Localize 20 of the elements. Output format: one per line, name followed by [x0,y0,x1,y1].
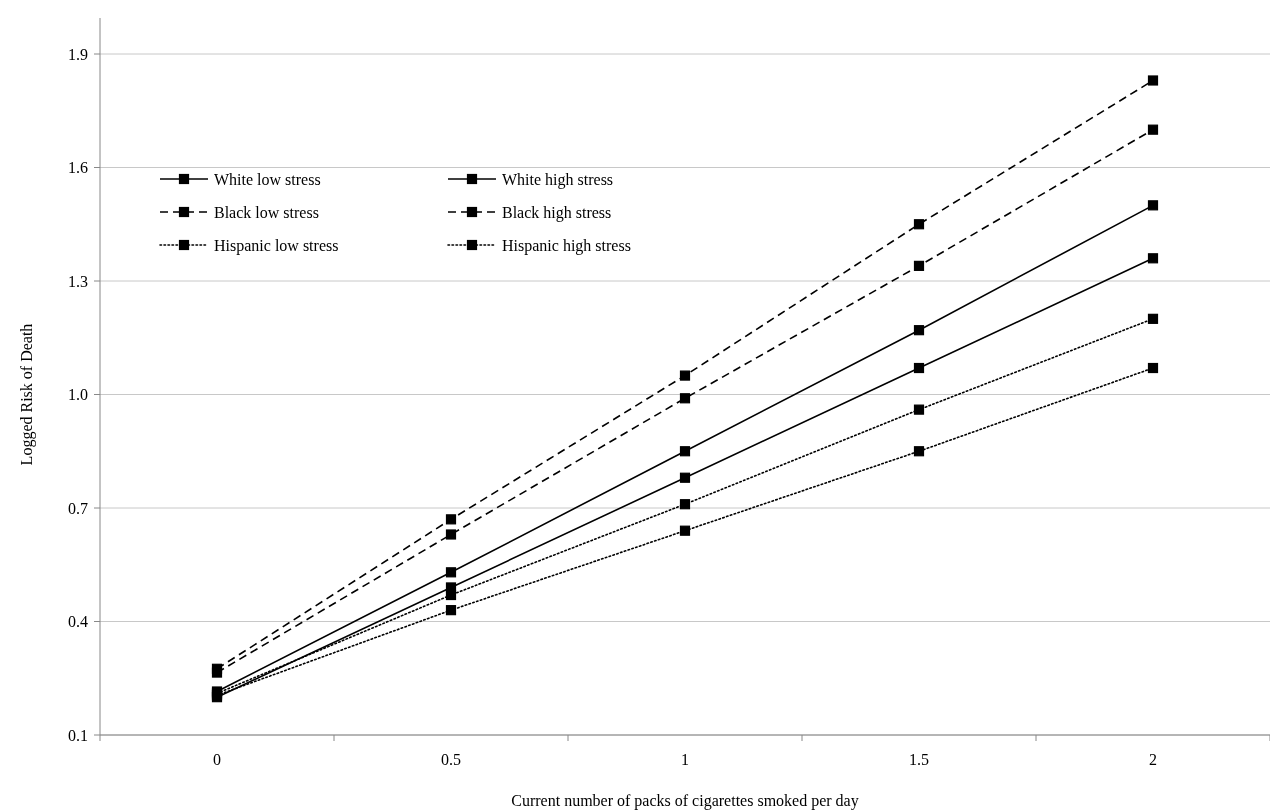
legend-label: Hispanic high stress [502,236,631,255]
y-tick-label: 1.9 [68,45,88,63]
x-tick-label: 2 [1149,751,1157,768]
x-axis-title: Current number of packs of cigarettes smoked per day [511,792,859,810]
y-tick-label: 0.4 [68,613,88,631]
x-tick-label: 0 [213,751,221,768]
y-tick-label: 1.3 [68,272,88,290]
legend-label: White high stress [502,170,614,189]
x-tick-label: 1 [681,751,689,768]
legend-label: White low stress [214,170,321,188]
y-tick-label: 0.7 [68,499,88,517]
y-axis-title: Logged Risk of Death [18,323,36,466]
legend-label: Black low stress [214,203,319,221]
x-tick-label: 1.5 [909,751,929,768]
legend-label: Black high stress [502,203,612,222]
y-tick-label: 1.6 [68,159,88,177]
legend-label: Hispanic low stress [214,236,339,255]
x-tick-label: 0.5 [441,751,461,768]
y-tick-label: 1.0 [68,386,88,404]
y-tick-label: 0.1 [68,726,88,744]
